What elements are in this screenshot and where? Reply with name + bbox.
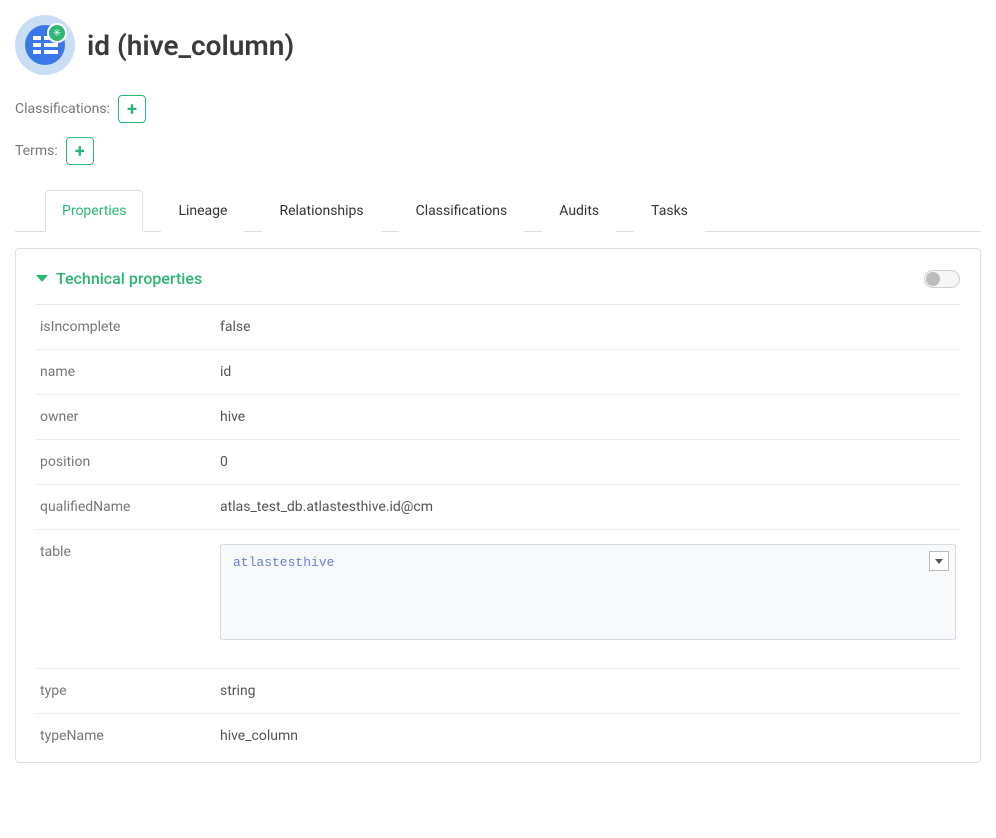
property-row-type: type string	[36, 669, 960, 714]
tab-audits[interactable]: Audits	[542, 190, 616, 232]
property-value: hive_column	[220, 728, 956, 744]
property-row-table: table atlastesthive	[36, 530, 960, 669]
property-value: id	[220, 364, 956, 380]
status-badge-icon: ✳	[47, 23, 67, 43]
property-key: qualifiedName	[40, 499, 220, 515]
property-value: false	[220, 319, 956, 335]
page-title: id (hive_column)	[87, 29, 294, 62]
section-title-text: Technical properties	[56, 269, 202, 288]
property-key: name	[40, 364, 220, 380]
add-classification-button[interactable]: +	[118, 95, 146, 123]
property-key: typeName	[40, 728, 220, 744]
property-row-isincomplete: isIncomplete false	[36, 305, 960, 350]
terms-row: Terms: +	[15, 137, 981, 165]
page-header: ✳ id (hive_column)	[15, 15, 981, 75]
plus-icon: +	[127, 99, 137, 120]
expand-dropdown-button[interactable]	[929, 551, 949, 571]
classifications-row: Classifications: +	[15, 95, 981, 123]
table-link[interactable]: atlastesthive	[233, 555, 334, 570]
tab-relationships[interactable]: Relationships	[262, 190, 380, 232]
property-row-qualifiedname: qualifiedName atlas_test_db.atlastesthiv…	[36, 485, 960, 530]
property-row-position: position 0	[36, 440, 960, 485]
property-value: hive	[220, 409, 956, 425]
property-value: atlas_test_db.atlastesthive.id@cm	[220, 499, 956, 515]
entity-icon: ✳	[15, 15, 75, 75]
properties-panel: Technical properties isIncomplete false …	[15, 248, 981, 763]
property-key: table	[40, 544, 220, 560]
section-toggle[interactable]: Technical properties	[36, 269, 202, 288]
chevron-down-icon	[36, 275, 48, 282]
tab-tasks[interactable]: Tasks	[634, 190, 705, 232]
terms-label: Terms:	[15, 143, 58, 159]
table-link-box: atlastesthive	[220, 544, 956, 640]
add-term-button[interactable]: +	[66, 137, 94, 165]
property-key: position	[40, 454, 220, 470]
classifications-label: Classifications:	[15, 101, 110, 117]
property-key: isIncomplete	[40, 319, 220, 335]
view-toggle[interactable]	[924, 270, 960, 288]
toggle-knob	[926, 272, 940, 286]
tabs: Properties Lineage Relationships Classif…	[15, 189, 981, 232]
property-row-typename: typeName hive_column	[36, 714, 960, 758]
section-header: Technical properties	[36, 269, 960, 305]
property-row-owner: owner hive	[36, 395, 960, 440]
tab-classifications[interactable]: Classifications	[399, 190, 525, 232]
property-row-name: name id	[36, 350, 960, 395]
property-key: type	[40, 683, 220, 699]
tab-lineage[interactable]: Lineage	[161, 190, 244, 232]
property-value: 0	[220, 454, 956, 470]
property-key: owner	[40, 409, 220, 425]
plus-icon: +	[75, 141, 85, 162]
tab-properties[interactable]: Properties	[45, 190, 143, 232]
property-value: string	[220, 683, 956, 699]
